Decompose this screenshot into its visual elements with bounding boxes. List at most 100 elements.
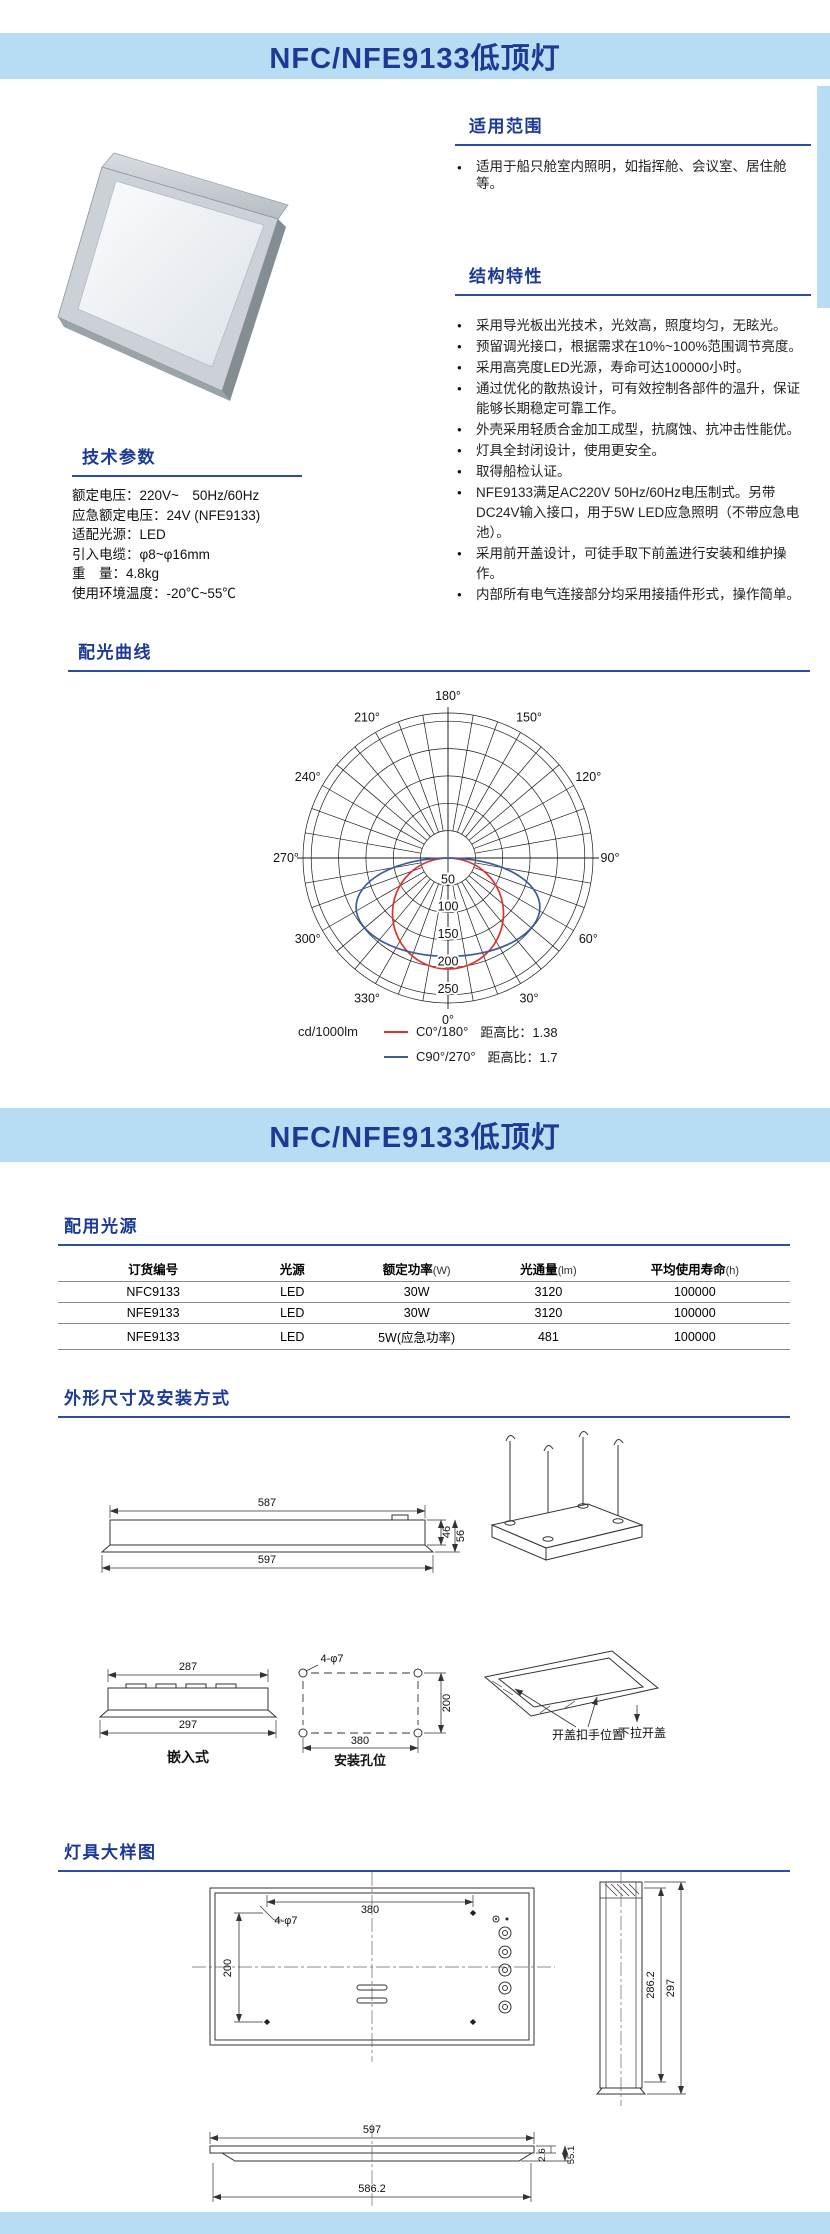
section-detail-drawing: 灯具大样图 (58, 1838, 790, 1872)
structure-bullets: 采用导光板出光技术，光效高，照度均匀，无眩光。 预留调光接口，根据需求在10%~… (455, 316, 811, 605)
footer-band (0, 2212, 830, 2234)
svg-text:297: 297 (665, 1979, 677, 1997)
col-header: 额定功率(W) (336, 1256, 498, 1282)
light-source-table: 订货编号 光源 额定功率(W) 光通量(lm) 平均使用寿命(h) NFC913… (58, 1256, 790, 1350)
section-title: 灯具大样图 (58, 1838, 790, 1872)
tech-line: 使用环境温度：-20℃~55℃ (72, 585, 236, 601)
tech-param-lines: 额定电压：220V~ 50Hz/60Hz 应急额定电压：24V (NFE9133… (72, 486, 302, 604)
svg-text:安装孔位: 安装孔位 (334, 1753, 386, 1768)
bullet-item: NFE9133满足AC220V 50Hz/60Hz电压制式。另带DC24V输入接… (455, 483, 811, 543)
section-structure: 结构特性 采用导光板出光技术，光效高，照度均匀，无眩光。 预留调光接口，根据需求… (455, 262, 811, 606)
svg-text:2.6: 2.6 (537, 2148, 548, 2161)
page1-banner: NFC/NFE9133低顶灯 (0, 33, 830, 79)
profile-view: 597 586.2 2.6 55.1 (209, 2124, 577, 2206)
svg-text:180°: 180° (435, 689, 461, 703)
svg-text:240°: 240° (295, 770, 321, 784)
col-header: 订货编号 (58, 1256, 249, 1282)
polar-photometric-chart: 50 100 150 200 250 0° 30° 60° 90° 120° 150° 180° 210… (273, 689, 620, 1027)
svg-text:297: 297 (179, 1719, 197, 1731)
bullet-item: 预留调光接口，根据需求在10%~100%范围调节亮度。 (455, 337, 811, 357)
svg-text:200: 200 (438, 954, 459, 968)
end-view: 286.2 297 (595, 1870, 686, 2106)
legend-line-blue (383, 1055, 408, 1058)
mounting-holes-diagram: 4-φ7 200 380 安装孔位 (298, 1653, 453, 1768)
page-title: NFC/NFE9133低顶灯 (269, 43, 561, 75)
table-row: NFC9133 LED 30W 3120 100000 (58, 1281, 790, 1303)
legend-line-red (383, 1030, 408, 1033)
section-title: 结构特性 (455, 262, 811, 296)
tech-line: 适配光源：LED (72, 527, 166, 543)
section-tech-params: 技术参数 额定电压：220V~ 50Hz/60Hz 应急额定电压：24V (NF… (72, 443, 302, 604)
tech-line: 重 量：4.8kg (72, 566, 160, 582)
dimension-drawings: 587 597 46 56 (98, 1431, 666, 1768)
bullet-item: 采用高亮度LED光源，寿命可达100000小时。 (455, 358, 811, 378)
section-title: 适用范围 (455, 112, 811, 146)
svg-text:55.1: 55.1 (566, 2146, 577, 2165)
svg-text:下拉开盖: 下拉开盖 (618, 1725, 666, 1740)
detail-drawings: 380 4-φ7 200 (192, 1870, 686, 2206)
bullet-item: 采用导光板出光技术，光效高，照度均匀，无眩光。 (455, 316, 811, 336)
plan-view: 380 4-φ7 200 (192, 1872, 555, 2062)
product-photo (57, 152, 289, 401)
svg-text:150: 150 (438, 927, 459, 941)
page2-banner: NFC/NFE9133低顶灯 (0, 1108, 830, 1162)
svg-text:286.2: 286.2 (645, 1971, 657, 1999)
svg-text:587: 587 (258, 1497, 276, 1509)
svg-text:586.2: 586.2 (358, 2183, 386, 2195)
svg-text:200: 200 (222, 1959, 234, 1977)
right-edge-strip (817, 86, 830, 308)
photo-right-edge (222, 219, 286, 401)
table-header: 订货编号 光源 额定功率(W) 光通量(lm) 平均使用寿命(h) (58, 1256, 790, 1282)
section-photometric: 配光曲线 (68, 638, 810, 672)
svg-text:开盖扣手位置: 开盖扣手位置 (552, 1727, 624, 1742)
col-header: 平均使用寿命(h) (599, 1256, 790, 1282)
svg-text:597: 597 (258, 1554, 276, 1566)
chart-legend: cd/1000lm C0°/180° 距高比：1.38 C90°/270° 距高… (298, 1022, 638, 1072)
legend-entry: C0°/180° 距高比：1.38 (383, 1022, 558, 1041)
section-dimensions: 外形尺寸及安装方式 (58, 1384, 790, 1418)
col-header: 光源 (248, 1256, 337, 1282)
svg-text:210°: 210° (354, 711, 380, 725)
suspension-mount-diagram (490, 1431, 644, 1561)
col-header: 光通量(lm) (497, 1256, 600, 1282)
svg-text:56: 56 (455, 1530, 467, 1542)
svg-text:0°: 0° (442, 1013, 454, 1027)
page-title: NFC/NFE9133低顶灯 (269, 1122, 561, 1154)
bullet-item: 采用前开盖设计，可徒手取下前盖进行安装和维护操作。 (455, 544, 811, 584)
table-row: NFE9133 LED 30W 3120 100000 (58, 1302, 790, 1324)
legend-entries: C0°/180° 距高比：1.38 C90°/270° 距高比：1.7 (383, 1022, 558, 1072)
chart-unit-label: cd/1000lm (298, 1024, 358, 1039)
bullet-item: 灯具全封闭设计，使用更安全。 (455, 441, 811, 461)
tech-line: 引入电缆：φ8~φ16mm (72, 546, 210, 562)
section-light-source: 配用光源 (58, 1212, 790, 1246)
section-application: 适用范围 适用于船只舱室内照明，如指挥舱、会议室、居住舱等。 (455, 112, 811, 193)
bullet-item: 适用于船只舱室内照明，如指挥舱、会议室、居住舱等。 (455, 158, 811, 192)
photo-light-panel (77, 180, 265, 368)
svg-text:250: 250 (438, 982, 459, 996)
application-bullets: 适用于船只舱室内照明，如指挥舱、会议室、居住舱等。 (455, 158, 811, 192)
svg-text:150°: 150° (516, 711, 542, 725)
svg-text:嵌入式: 嵌入式 (167, 1749, 209, 1765)
svg-text:4-φ7: 4-φ7 (320, 1653, 343, 1665)
svg-text:50: 50 (441, 872, 455, 886)
section-title: 技术参数 (72, 443, 302, 477)
svg-text:270°: 270° (273, 851, 299, 865)
tech-line: 应急额定电压：24V (NFE9133) (72, 507, 261, 523)
svg-text:380: 380 (351, 1735, 369, 1747)
svg-text:300°: 300° (295, 932, 321, 946)
svg-text:120°: 120° (575, 770, 601, 784)
svg-text:330°: 330° (354, 991, 380, 1005)
recessed-view-diagram: 287 297 嵌入式 (98, 1661, 278, 1765)
tech-line: 额定电压：220V~ 50Hz/60Hz (72, 488, 260, 503)
photo-bottom-edge (58, 317, 230, 401)
bullet-item: 内部所有电气连接部分均采用接插件形式，操作简单。 (455, 585, 811, 605)
legend-entry: C90°/270° 距高比：1.7 (383, 1047, 558, 1066)
svg-text:100: 100 (438, 900, 459, 914)
bullet-item: 外壳采用轻质合金加工成型，抗腐蚀、抗冲击性能优。 (455, 420, 811, 440)
svg-text:90°: 90° (601, 851, 620, 865)
svg-text:46: 46 (441, 1526, 453, 1538)
svg-text:60°: 60° (579, 932, 598, 946)
section-title: 配光曲线 (68, 638, 810, 672)
side-view-diagram: 587 597 46 56 (100, 1497, 467, 1573)
